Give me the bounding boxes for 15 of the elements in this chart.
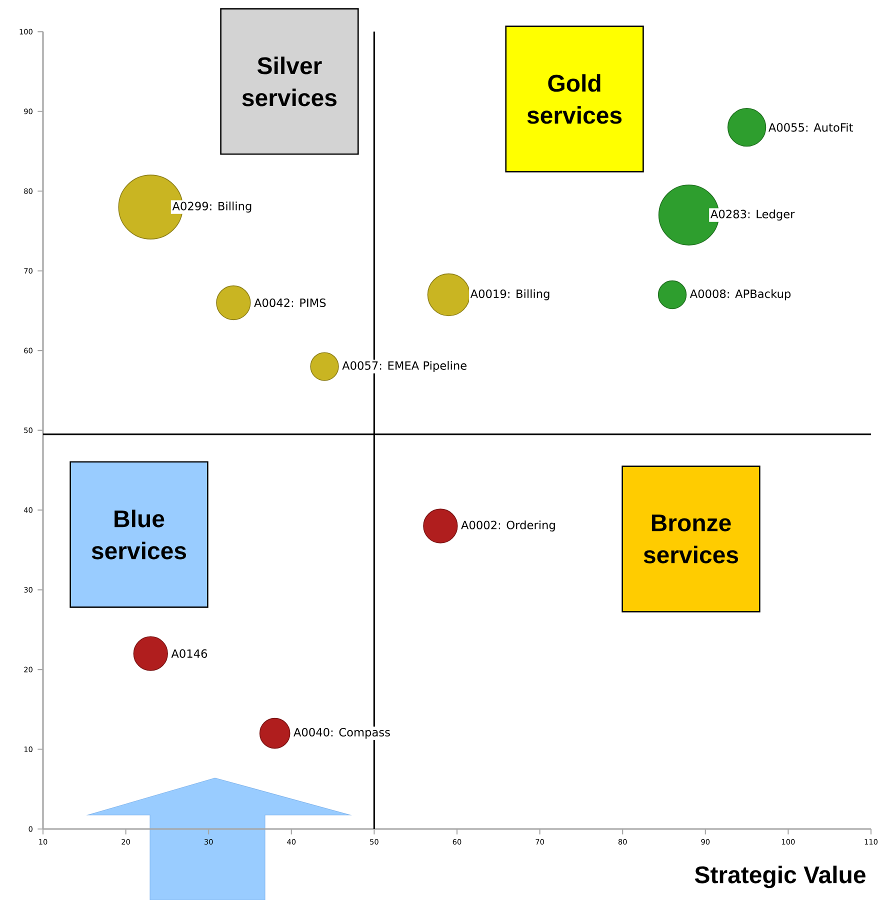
- annotation: A0146: [171, 649, 208, 658]
- annotation: Gold services: [527, 74, 622, 124]
- annotation: Blue services: [92, 510, 186, 560]
- annotation: A0055: AutoFit: [768, 122, 853, 132]
- annotation: A0283: Ledger: [710, 210, 795, 221]
- annotation: Bronze services: [644, 514, 738, 564]
- annotation: A0040: Compass: [294, 728, 390, 739]
- annotation: A0299: Billing: [172, 202, 252, 213]
- annotation: A0002: Ordering: [461, 520, 555, 532]
- annotation: A0019: Billing: [470, 289, 550, 300]
- annotation: Silver services: [242, 56, 337, 106]
- x-axis-title: Strategic Value: [694, 866, 866, 888]
- annotation: A0008: APBackup: [690, 289, 791, 300]
- annotation: A0042: PIMS: [254, 298, 326, 308]
- annotation: A0057: EMEA Pipeline: [342, 361, 467, 372]
